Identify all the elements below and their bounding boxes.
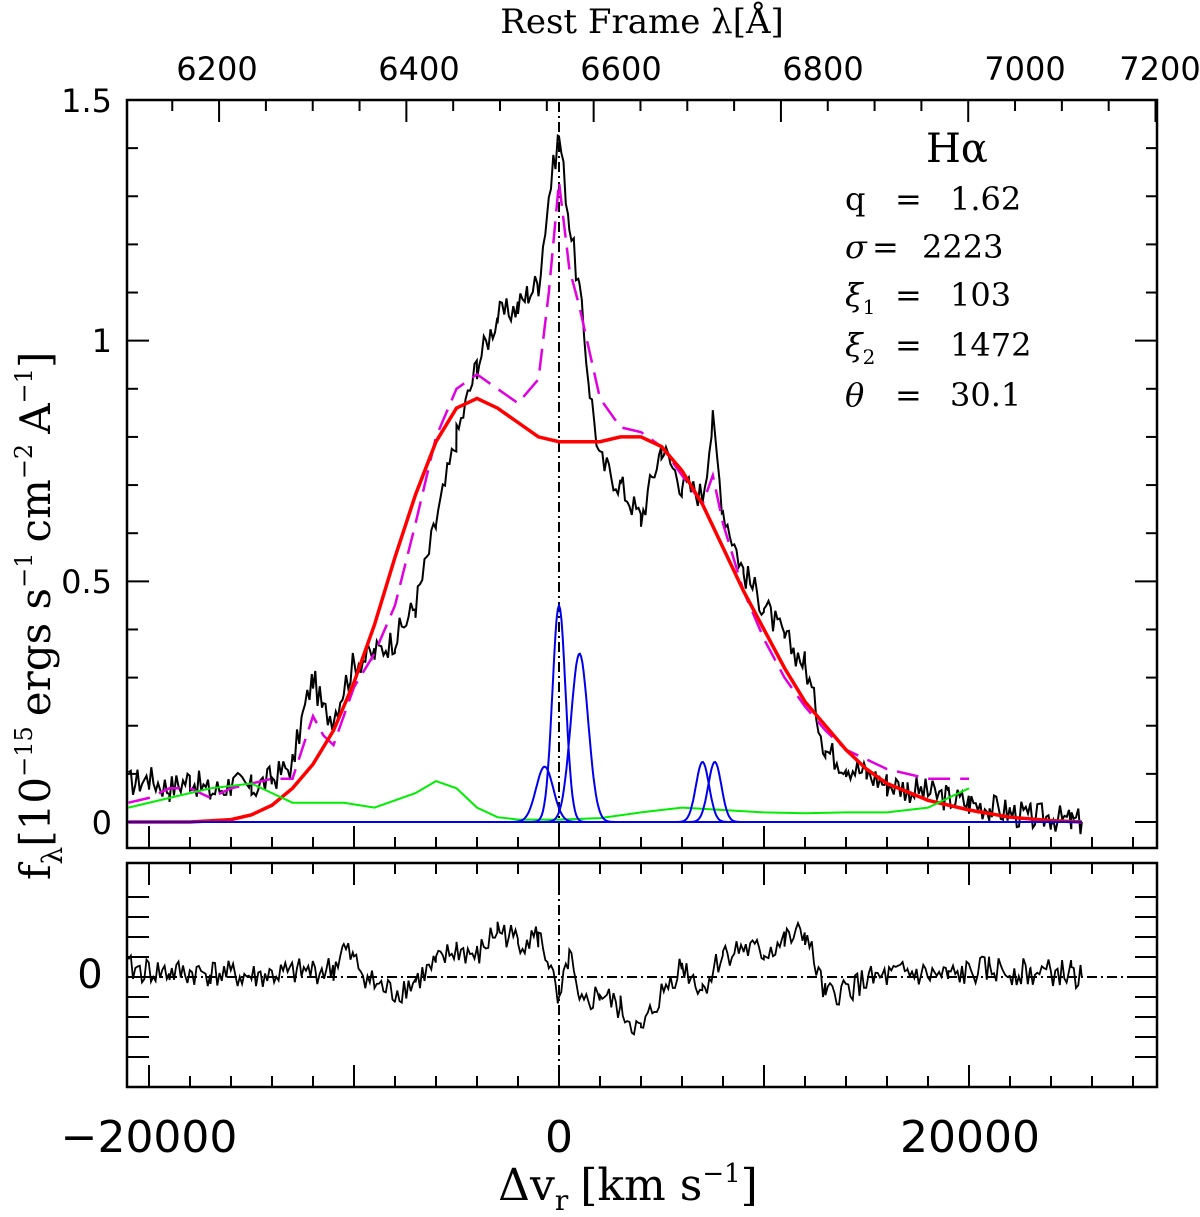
observed-spectrum-line — [127, 134, 1083, 835]
param-xi2: ξ2 = 1472 — [845, 326, 1031, 369]
top-tick-label: 7000 — [984, 50, 1065, 88]
residual-y-tick-label: 0 — [77, 952, 102, 998]
param-theta: θ = 30.1 — [845, 376, 1021, 414]
residual-line — [127, 920, 1083, 1036]
x-tick-label: 0 — [545, 1112, 573, 1163]
y-tick-label: 0 — [92, 804, 112, 842]
narrow-component-line — [128, 760, 1082, 823]
total-model-line — [128, 181, 969, 804]
top-tick-label: 7200 — [1119, 50, 1200, 88]
x-tick-label: 20000 — [900, 1112, 1040, 1163]
y-axis-label: fλ[10−15ergs s−1cm−2A−1] — [10, 352, 69, 880]
top-tick-label: 6600 — [580, 50, 661, 88]
x-tick-label: −20000 — [61, 1112, 238, 1163]
line-name-annotation: Hα — [926, 126, 988, 172]
top-tick-label: 6200 — [176, 50, 257, 88]
y-tick-label: 1 — [92, 322, 112, 360]
chart-marks — [127, 99, 1157, 1087]
param-xi1: ξ1 = 103 — [845, 276, 1011, 319]
top-tick-label: 6400 — [378, 50, 459, 88]
top-tick-label: 6800 — [782, 50, 863, 88]
param-sigma: σ = 2223 — [845, 228, 1003, 266]
y-tick-label: 0.5 — [61, 563, 112, 601]
broad-component-line — [128, 396, 1082, 824]
x-axis-label: Δvr [km s−1] — [498, 1159, 758, 1217]
y-tick-label: 1.5 — [61, 82, 112, 120]
main-panel: Rest Frame λ[Å] 6200 6400 6600 6800 7000… — [10, 1, 1200, 880]
fe-template-line — [128, 780, 970, 821]
param-q: q = 1.62 — [845, 180, 1021, 218]
top-axis-label: Rest Frame λ[Å] — [500, 1, 784, 42]
